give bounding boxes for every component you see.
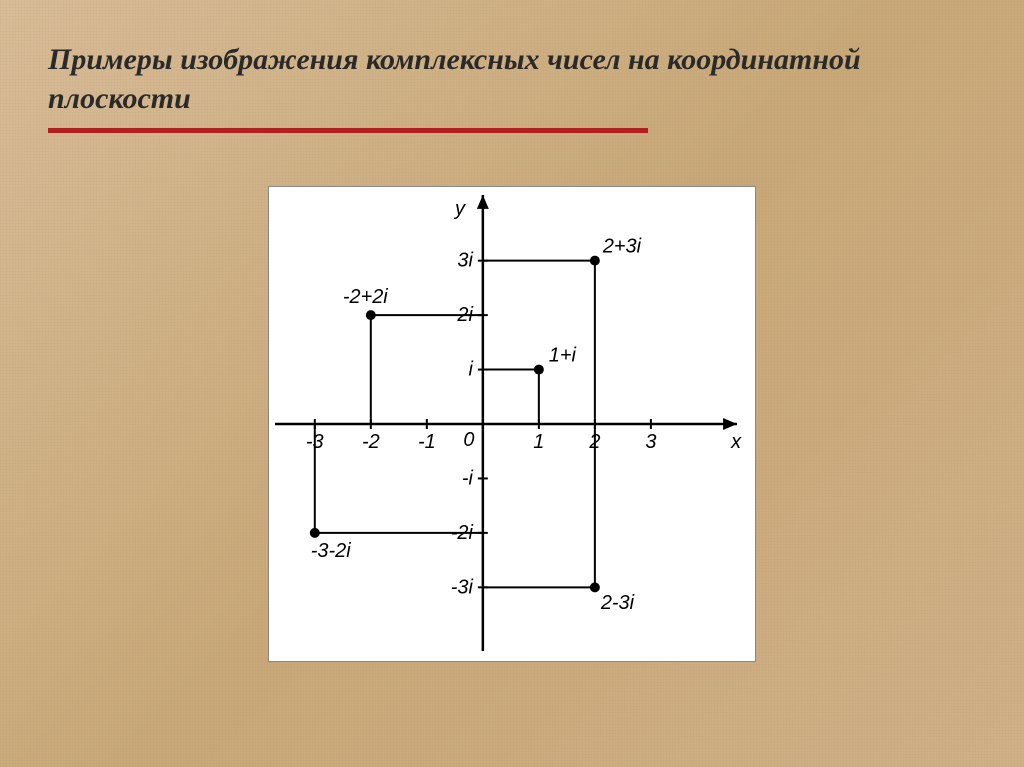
svg-text:-1: -1 <box>418 431 436 453</box>
svg-text:2+3i: 2+3i <box>602 236 642 258</box>
title-underline <box>48 128 648 133</box>
svg-text:x: x <box>730 431 742 453</box>
svg-text:-3i: -3i <box>451 576 474 598</box>
svg-text:0: 0 <box>463 429 474 451</box>
svg-text:i: i <box>468 359 473 381</box>
svg-text:-2: -2 <box>362 431 380 453</box>
svg-text:-i: -i <box>462 467 474 489</box>
svg-text:-2+2i: -2+2i <box>343 286 388 308</box>
svg-text:1+i: 1+i <box>549 345 577 367</box>
chart-svg: yx0-3-2-1123-3i-2i-ii2i3i2+3i-2+2i1+i-3-… <box>269 187 755 661</box>
complex-plane-chart: yx0-3-2-1123-3i-2i-ii2i3i2+3i-2+2i1+i-3-… <box>268 186 756 662</box>
slide-title: Примеры изображения комплексных чисел на… <box>48 40 976 118</box>
svg-text:2-3i: 2-3i <box>600 592 635 614</box>
svg-text:1: 1 <box>533 431 544 453</box>
svg-text:-3-2i: -3-2i <box>311 540 351 562</box>
svg-text:y: y <box>453 198 466 220</box>
svg-text:3i: 3i <box>457 250 473 272</box>
svg-text:3: 3 <box>645 431 656 453</box>
